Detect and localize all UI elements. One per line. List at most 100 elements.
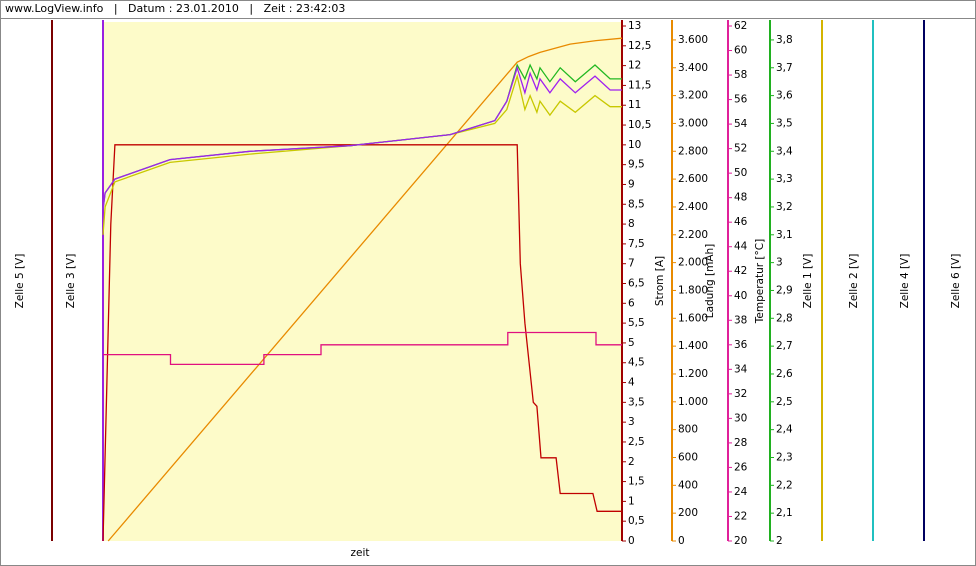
- tick-label: 2.400: [678, 201, 708, 213]
- tick-label: 46: [734, 216, 748, 228]
- tick-label: 3.600: [678, 34, 708, 46]
- tick-label: 8,5: [628, 198, 645, 210]
- tick-label: 0: [628, 535, 635, 547]
- tick-label: 3,8: [776, 34, 793, 46]
- tick-label: 10: [628, 139, 641, 151]
- tick-label: 800: [678, 424, 698, 436]
- tick-label: 2,6: [776, 368, 793, 380]
- tick-label: 9,5: [628, 159, 645, 171]
- tick-label: 12: [628, 60, 641, 72]
- series-line: [102, 144, 622, 542]
- tick-label: 3.000: [678, 117, 708, 129]
- tick-label: 3,6: [776, 90, 793, 102]
- tick-label: 2,3: [776, 451, 793, 463]
- series-line: [103, 331, 622, 366]
- tick-label: 3,5: [628, 396, 645, 408]
- series-line: [102, 65, 622, 210]
- tick-label: 6: [628, 297, 635, 309]
- axis-label: Ladung [mAh]: [704, 244, 716, 319]
- tick-label: 26: [734, 461, 748, 473]
- tick-label: 4: [628, 377, 635, 389]
- tick-label: 3,7: [776, 62, 793, 74]
- plot-area: [103, 22, 622, 541]
- tick-label: 24: [734, 486, 748, 498]
- tick-label: 2,5: [628, 436, 645, 448]
- tick-label: 2,2: [776, 479, 793, 491]
- tick-label: 3.200: [678, 90, 708, 102]
- tick-label: 5,5: [628, 317, 645, 329]
- axis-label: Zelle 1 [V]: [802, 254, 814, 309]
- tick-label: 30: [734, 412, 747, 424]
- tick-label: 36: [734, 339, 748, 351]
- tick-label: 13: [628, 20, 641, 32]
- tick-label: 600: [678, 451, 698, 463]
- tick-label: 2.800: [678, 145, 708, 157]
- tick-label: 44: [734, 241, 748, 253]
- tick-label: 200: [678, 507, 698, 519]
- tick-label: 28: [734, 437, 747, 449]
- tick-label: 4,5: [628, 357, 645, 369]
- tick-label: 60: [734, 45, 747, 57]
- tick-label: 54: [734, 118, 748, 130]
- tick-label: 2,8: [776, 312, 793, 324]
- tick-label: 8: [628, 218, 635, 230]
- axis-label: Temperatur [°C]: [754, 239, 766, 324]
- tick-label: 2,7: [776, 340, 793, 352]
- tick-label: 5: [628, 337, 635, 349]
- tick-label: 2,1: [776, 507, 793, 519]
- x-axis-label: zeit: [350, 547, 369, 559]
- tick-label: 3,5: [776, 117, 793, 129]
- tick-label: 22: [734, 510, 747, 522]
- axis-label: Zelle 4 [V]: [899, 254, 911, 309]
- tick-label: 400: [678, 479, 698, 491]
- tick-label: 3: [628, 416, 635, 428]
- tick-label: 2: [776, 535, 783, 547]
- tick-label: 2,4: [776, 424, 793, 436]
- tick-label: 2.000: [678, 257, 708, 269]
- tick-label: 1.200: [678, 368, 708, 380]
- tick-label: 2,5: [776, 396, 793, 408]
- tick-label: 7: [628, 258, 635, 270]
- tick-label: 3.400: [678, 62, 708, 74]
- tick-label: 1.400: [678, 340, 708, 352]
- tick-label: 3,4: [776, 145, 793, 157]
- tick-label: 2.600: [678, 173, 708, 185]
- tick-label: 11,5: [628, 79, 651, 91]
- tick-label: 2,9: [776, 284, 793, 296]
- tick-label: 48: [734, 192, 747, 204]
- tick-label: 1.600: [678, 312, 708, 324]
- axis-label: Zelle 6 [V]: [950, 254, 962, 309]
- tick-label: 12,5: [628, 40, 651, 52]
- tick-label: 7,5: [628, 238, 645, 250]
- tick-label: 56: [734, 94, 748, 106]
- axis-label: Strom [A]: [654, 256, 666, 306]
- tick-label: 11: [628, 99, 641, 111]
- tick-label: 34: [734, 363, 748, 375]
- tick-label: 9: [628, 178, 635, 190]
- tick-label: 20: [734, 535, 747, 547]
- tick-label: 1,5: [628, 476, 645, 488]
- tick-label: 32: [734, 388, 747, 400]
- tick-label: 42: [734, 265, 747, 277]
- tick-label: 3: [776, 257, 783, 269]
- tick-label: 50: [734, 167, 747, 179]
- tick-label: 40: [734, 290, 747, 302]
- tick-label: 2: [628, 456, 635, 468]
- tick-label: 6,5: [628, 278, 645, 290]
- axis-label: Zelle 2 [V]: [848, 254, 860, 309]
- tick-label: 62: [734, 20, 747, 32]
- tick-label: 3,3: [776, 173, 793, 185]
- header: www.LogView.info | Datum : 23.01.2010 | …: [5, 2, 345, 15]
- tick-label: 58: [734, 69, 747, 81]
- tick-label: 3,2: [776, 201, 793, 213]
- tick-label: 38: [734, 314, 747, 326]
- tick-label: 1.800: [678, 284, 708, 296]
- series-line: [102, 73, 622, 235]
- tick-label: 3,1: [776, 229, 793, 241]
- tick-label: 1: [628, 495, 635, 507]
- tick-label: 1.000: [678, 396, 708, 408]
- series-line: [107, 37, 623, 542]
- tick-label: 0: [678, 535, 685, 547]
